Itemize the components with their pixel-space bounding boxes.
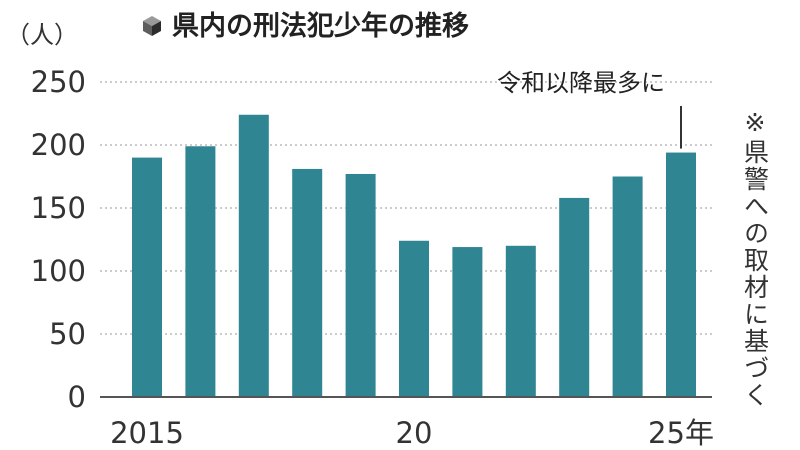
y-tick-labels: 0 50 100 150 200 250: [31, 65, 86, 414]
x-tick-label: 20: [396, 416, 433, 450]
chart-title: 県内の刑法犯少年の推移: [143, 10, 469, 42]
cube-icon: [143, 16, 161, 36]
bar-2018: [292, 168, 323, 397]
bar-2023: [559, 197, 590, 397]
source-note: ※県警への取材に基づく: [741, 108, 770, 409]
y-tick-label: 0: [68, 380, 86, 414]
bar-2022: [505, 245, 536, 397]
bar-2017: [238, 114, 269, 397]
bar-2020: [399, 240, 429, 397]
bar-2021: [452, 247, 483, 397]
annotation: 令和以降最多に: [497, 69, 682, 149]
x-tick-label: 2015: [110, 416, 184, 450]
y-tick-label: 100: [31, 254, 86, 288]
y-tick-label: 200: [31, 128, 86, 162]
bar-2016: [185, 146, 216, 397]
bar-2025: [666, 152, 696, 397]
bar-2024: [612, 176, 643, 397]
chart-title-text: 県内の刑法犯少年の推移: [172, 10, 469, 42]
y-tick-label: 250: [31, 65, 86, 99]
bar-2019: [345, 173, 376, 397]
bar-2015: [132, 157, 162, 397]
x-tick-labels: 2015 20 25年: [110, 416, 714, 450]
y-tick-label: 150: [31, 191, 86, 225]
bars: [132, 114, 696, 397]
annotation-text: 令和以降最多に: [497, 69, 665, 97]
x-tick-label: 25年: [648, 416, 714, 450]
y-unit-label: （人）: [6, 21, 78, 49]
y-tick-label: 50: [49, 317, 86, 351]
